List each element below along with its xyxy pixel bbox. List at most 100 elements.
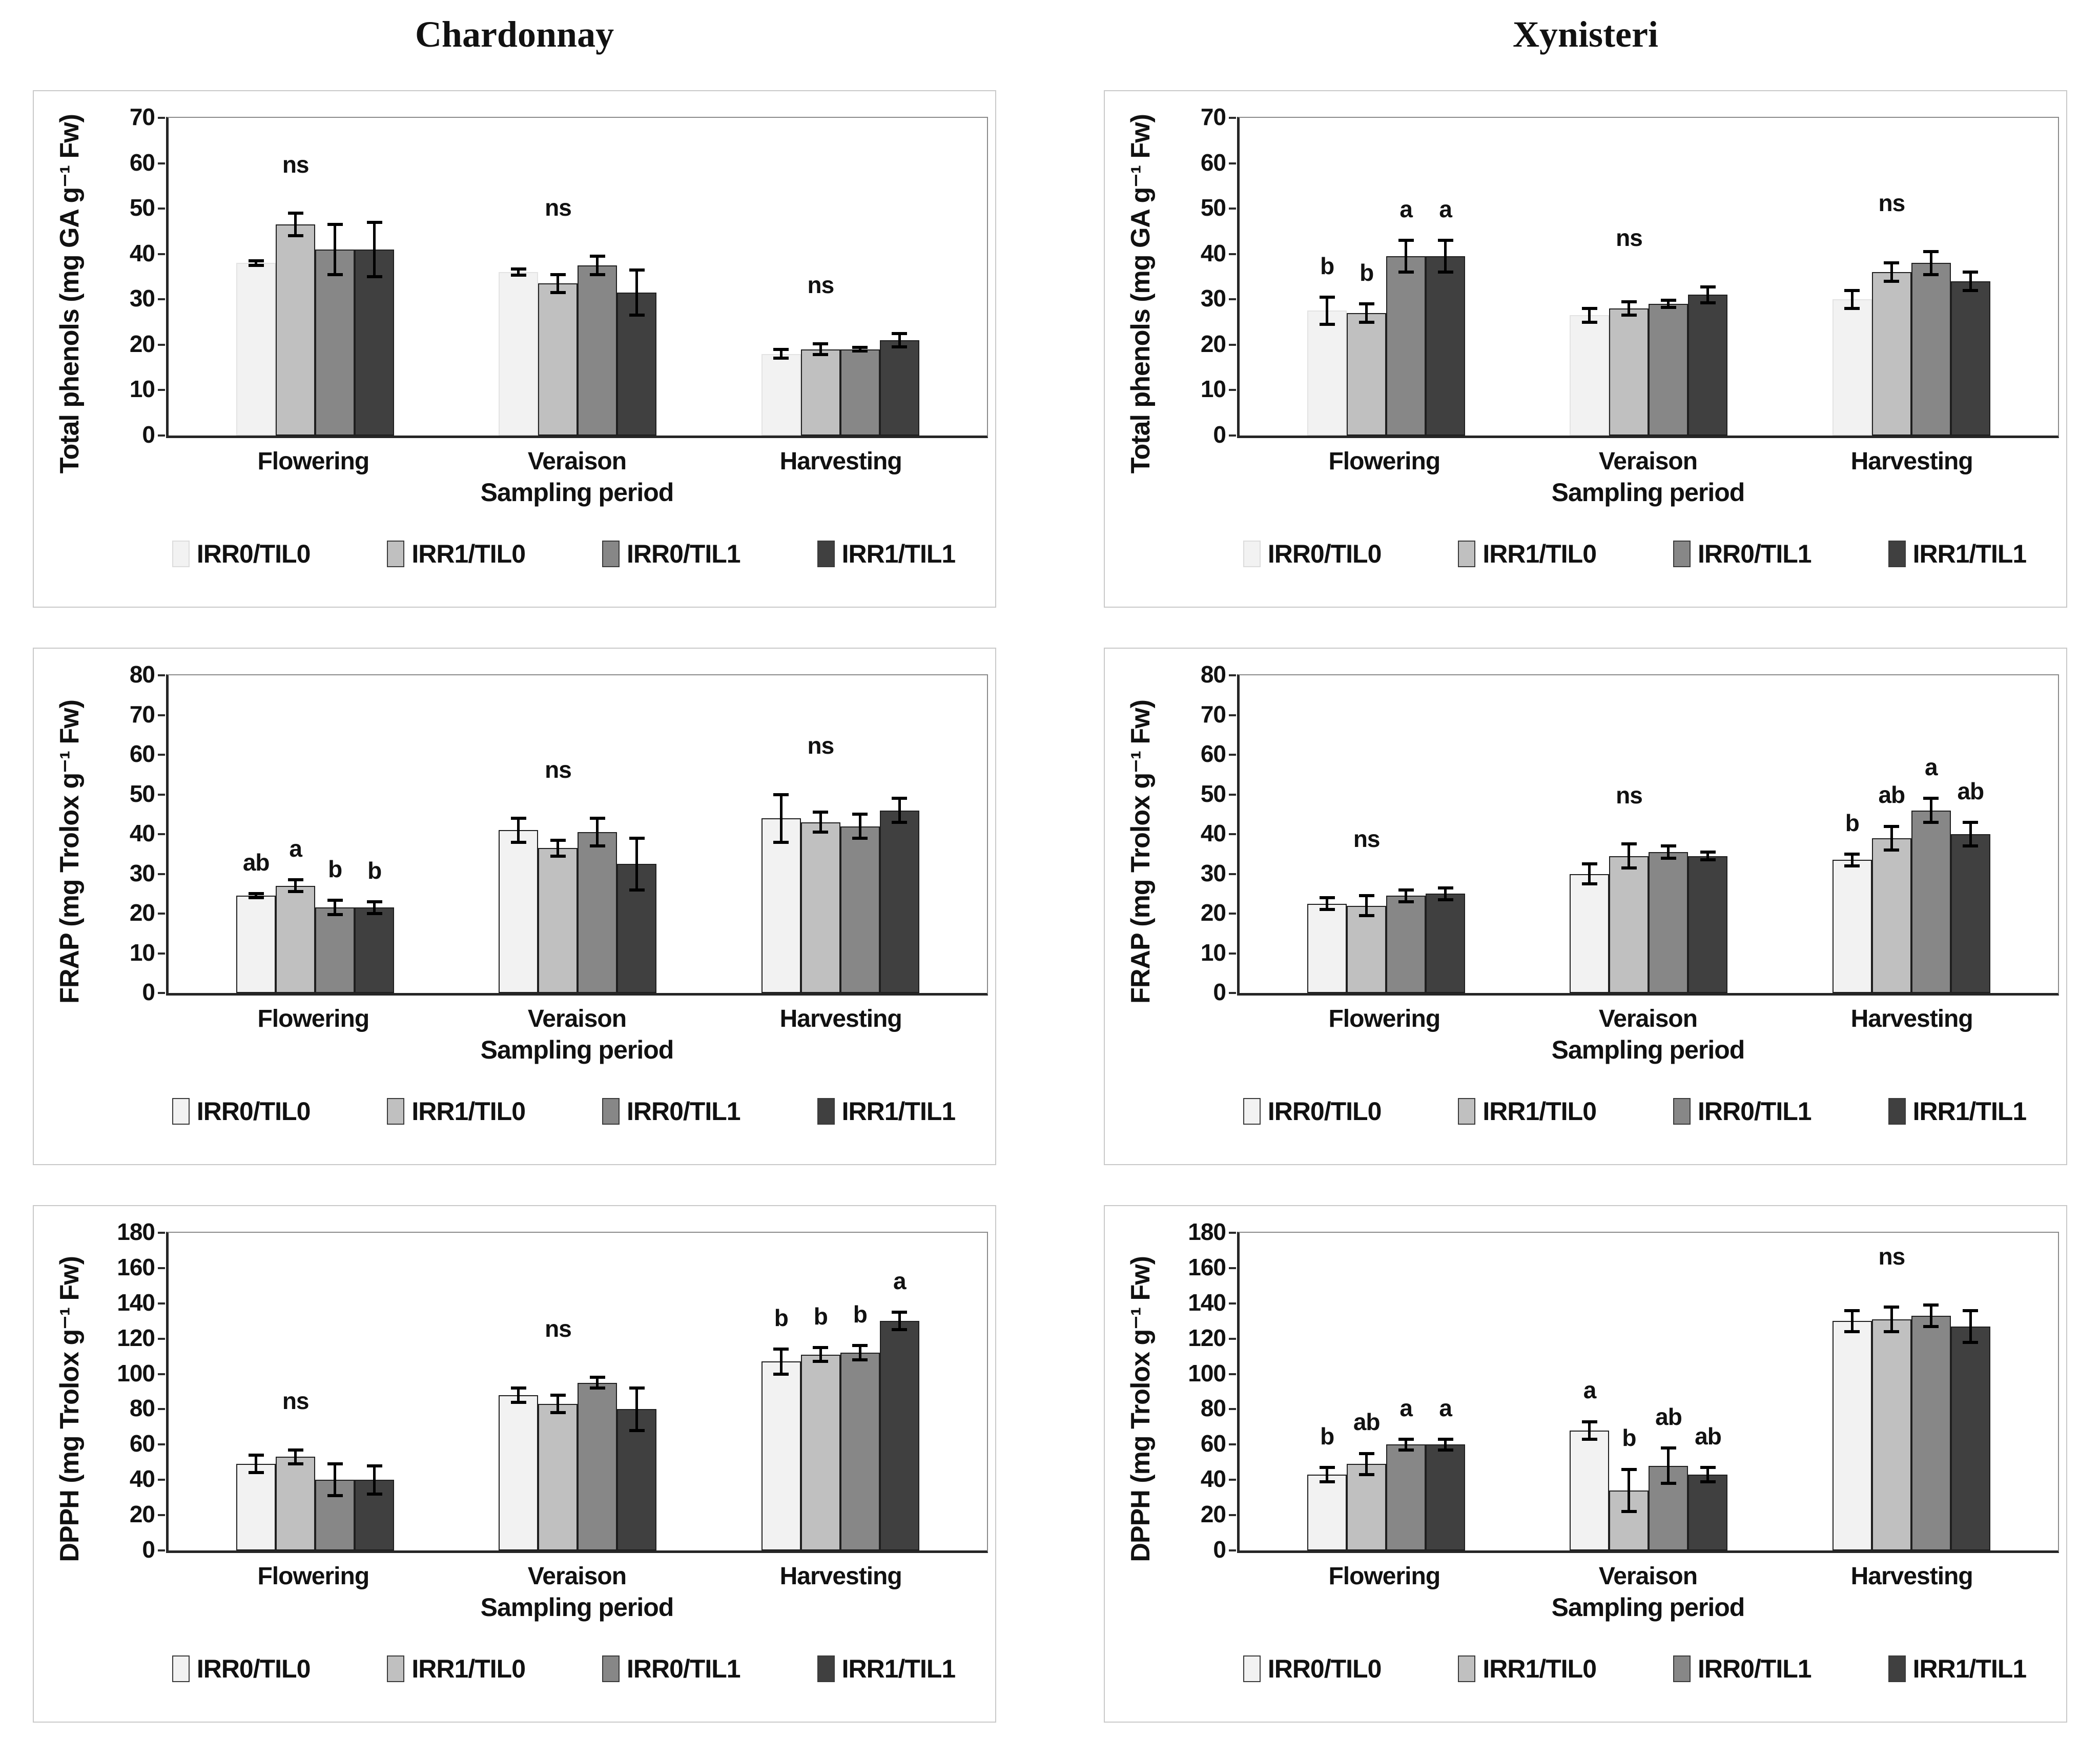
legend-swatch bbox=[1458, 1098, 1476, 1125]
error-bar-line bbox=[1326, 297, 1329, 324]
error-bar-line bbox=[294, 1450, 297, 1464]
error-bar-line bbox=[779, 349, 783, 359]
y-tick-mark bbox=[1229, 1373, 1236, 1375]
bar bbox=[1386, 1444, 1426, 1550]
y-tick-mark bbox=[158, 253, 165, 255]
error-bar-cap bbox=[1319, 896, 1335, 899]
error-bar-cap bbox=[852, 346, 868, 349]
error-bar-cap bbox=[629, 314, 645, 317]
y-tick-mark bbox=[158, 298, 165, 301]
y-tick-mark bbox=[158, 674, 165, 676]
significance-letter: b bbox=[1360, 259, 1374, 286]
error-bar-line bbox=[1667, 300, 1670, 308]
error-bar-line bbox=[1929, 252, 1932, 275]
error-bar-cap bbox=[1319, 295, 1335, 299]
error-bar-line bbox=[1667, 1448, 1670, 1484]
error-bar-cap bbox=[1884, 824, 1900, 828]
error-bar-cap bbox=[1660, 1482, 1676, 1485]
significance-ns: ns bbox=[1616, 782, 1643, 809]
significance-ns: ns bbox=[1878, 190, 1905, 217]
error-bar-cap bbox=[852, 1358, 868, 1361]
error-bar-cap bbox=[813, 353, 829, 357]
error-bar-cap bbox=[1700, 850, 1716, 854]
error-bar-cap bbox=[773, 347, 789, 351]
y-tick-mark bbox=[158, 1479, 165, 1481]
category-label: Flowering bbox=[1328, 448, 1440, 475]
error-bar-cap bbox=[287, 234, 303, 238]
error-bar-line bbox=[1405, 889, 1408, 902]
legend-label: IRR0/TIL1 bbox=[1698, 540, 1812, 568]
error-bar-cap bbox=[366, 275, 382, 278]
legend-label: IRR0/TIL1 bbox=[1698, 1654, 1812, 1683]
error-bar-cap bbox=[510, 274, 526, 277]
x-category-row: Flowering Veraison Harvesting bbox=[166, 1562, 988, 1590]
error-bar-cap bbox=[1884, 1305, 1900, 1309]
bar-group: ns bbox=[761, 118, 919, 436]
error-bar-cap bbox=[1963, 271, 1979, 274]
y-tick-label: 50 bbox=[129, 780, 155, 807]
error-bar-line bbox=[858, 347, 861, 351]
error-bar-cap bbox=[589, 844, 605, 848]
error-bar-cap bbox=[813, 1345, 829, 1349]
y-axis: 0 10 20 30 40 50 60 70 80 bbox=[98, 661, 165, 1005]
y-tick-label: 0 bbox=[142, 979, 155, 1005]
bar bbox=[1609, 308, 1649, 436]
category-label: Flowering bbox=[1328, 1563, 1440, 1590]
error-bar-cap bbox=[1437, 898, 1453, 901]
legend: IRR0/TIL0 IRR1/TIL0 IRR0/TIL1 IRR1/TIL1 bbox=[1210, 539, 2059, 569]
significance-letter: b bbox=[1320, 1423, 1334, 1450]
error-bar-cap bbox=[1358, 320, 1374, 324]
bar bbox=[1307, 1474, 1347, 1550]
category-label: Flowering bbox=[257, 1005, 369, 1032]
error-bar-cap bbox=[773, 357, 789, 360]
legend-item: IRR1/TIL1 bbox=[817, 1096, 956, 1126]
error-bar-line bbox=[1850, 854, 1854, 866]
x-axis-title: Sampling period bbox=[1551, 478, 1745, 507]
bar bbox=[1649, 304, 1689, 436]
significance-letter: ab bbox=[1353, 1409, 1381, 1436]
bar bbox=[315, 249, 355, 436]
error-bar-cap bbox=[852, 349, 868, 353]
significance-letter: b bbox=[367, 857, 382, 884]
bar bbox=[1950, 1326, 1990, 1550]
y-tick-mark bbox=[1229, 434, 1236, 437]
error-bar-line bbox=[1444, 240, 1447, 273]
error-bar-line bbox=[1969, 822, 1972, 846]
y-tick-mark bbox=[1229, 117, 1236, 119]
error-bar-cap bbox=[1437, 1448, 1453, 1452]
chart-area: 0 10 20 30 40 50 60 70 80 ns ns b ab a ab Flowering Vera… bbox=[1169, 657, 2059, 1159]
y-axis-title: DPPH (mg Trolox g⁻¹ Fw) bbox=[55, 1256, 85, 1562]
error-bar-cap bbox=[1581, 320, 1597, 324]
legend-swatch bbox=[1673, 1655, 1691, 1682]
legend-item: IRR0/TIL0 bbox=[1243, 539, 1382, 569]
y-tick-mark bbox=[158, 162, 165, 164]
bar bbox=[499, 830, 539, 993]
bar bbox=[879, 810, 919, 993]
y-tick-label: 180 bbox=[1188, 1218, 1226, 1245]
y-tick-label: 50 bbox=[129, 194, 155, 221]
legend-swatch bbox=[817, 541, 835, 567]
y-tick-mark bbox=[1229, 1232, 1236, 1234]
error-bar-line bbox=[517, 1388, 520, 1402]
y-tick-mark bbox=[1229, 1443, 1236, 1446]
error-bar-cap bbox=[287, 878, 303, 882]
error-bar-cap bbox=[813, 1360, 829, 1363]
error-bar-line bbox=[1588, 1421, 1591, 1439]
bar-group: ns bbox=[499, 118, 657, 436]
y-tick-label: 20 bbox=[1200, 899, 1226, 926]
legend-item: IRR0/TIL1 bbox=[1673, 539, 1812, 569]
error-bar-cap bbox=[1963, 1340, 1979, 1344]
legend-item: IRR0/TIL1 bbox=[1673, 1096, 1812, 1126]
y-axis-title-column: Total phenols (mg GA g⁻¹ Fw) bbox=[41, 99, 98, 489]
x-axis-title: Sampling period bbox=[480, 1036, 674, 1064]
y-tick-label: 100 bbox=[117, 1359, 155, 1386]
error-bar-line bbox=[1444, 1439, 1447, 1450]
error-bar-cap bbox=[773, 840, 789, 844]
error-bar-cap bbox=[892, 1311, 908, 1314]
error-bar-line bbox=[334, 1464, 337, 1496]
error-bar-line bbox=[898, 798, 901, 822]
error-bar-cap bbox=[1923, 273, 1939, 276]
bar bbox=[276, 224, 316, 436]
bar-group: ns bbox=[236, 1233, 395, 1550]
error-bar-line bbox=[334, 224, 337, 275]
